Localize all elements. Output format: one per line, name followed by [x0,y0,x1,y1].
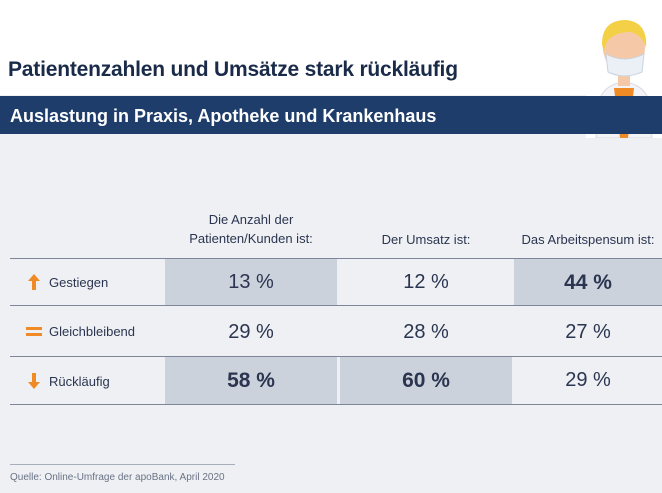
equals-icon [26,327,42,336]
value-cell-gleichbleibend-patients: 29 % [228,321,274,343]
column-header-patients: Die Anzahl der Patienten/Kunden ist: [189,212,313,246]
value-cell-gestiegen-patients: 13 % [228,271,274,293]
table-rule-2 [10,356,662,357]
table-rule-bottom [10,404,662,405]
source-note: Quelle: Online-Umfrage der apoBank, Apri… [10,472,225,483]
chart-title: Patientenzahlen und Umsätze stark rücklä… [8,58,458,81]
column-header-revenue: Der Umsatz ist: [381,232,471,247]
shade-cell-r3-c2 [340,357,512,404]
row-label-gestiegen: Gestiegen [25,272,108,292]
shade-cell-r1-c3 [514,259,662,305]
value-cell-gleichbleibend-workload: 27 % [565,321,611,343]
value-cell-ruecklaeufig-patients: 58 % [227,369,275,392]
row-label-text: Gestiegen [49,274,109,290]
arrow-down-icon [28,373,40,389]
value-cell-gleichbleibend-revenue: 28 % [403,321,449,343]
chart-subtitle: Auslastung in Praxis, Apotheke und Krank… [10,106,437,126]
arrow-up-icon [28,274,40,290]
row-label-gleichbleibend: Gleichbleibend [25,321,135,341]
value-cell-gestiegen-revenue: 12 % [403,271,449,293]
subtitle-band [0,96,662,134]
row-label-text: Gleichbleibend [49,323,136,339]
shade-cell-r3-c1 [165,357,337,404]
value-cell-ruecklaeufig-workload: 29 % [565,369,611,391]
row-label-ruecklaeufig: Rückläufig [25,371,110,391]
shade-cell-r1-c1 [165,259,337,305]
top-band [0,0,662,95]
value-cell-gestiegen-workload: 44 % [564,271,612,294]
value-cell-ruecklaeufig-revenue: 60 % [402,369,450,392]
table-rule-1 [10,305,662,306]
source-divider [10,464,235,465]
table-rule-top [10,258,662,259]
column-header-workload: Das Arbeitspensum ist: [521,232,655,247]
row-label-text: Rückläufig [49,373,110,389]
